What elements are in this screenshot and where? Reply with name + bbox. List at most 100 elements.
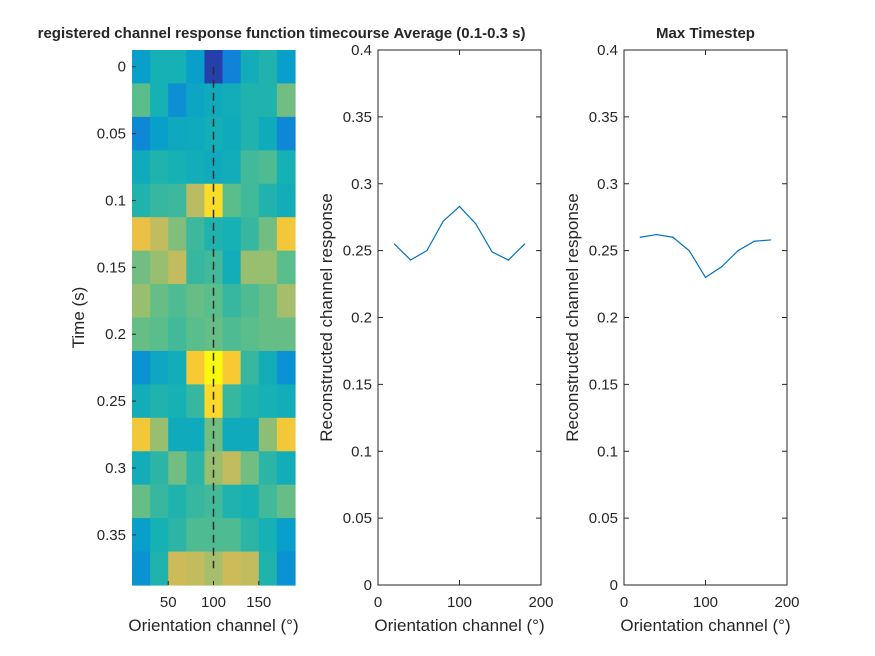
data-point: [507, 259, 509, 261]
x-tick-label: 100: [447, 594, 472, 611]
heatmap-cell: [276, 484, 296, 519]
heatmap-cell: [276, 83, 296, 118]
heatmap-cell: [168, 417, 187, 452]
heatmap-cell: [168, 551, 187, 586]
heatmap-cell: [258, 317, 278, 352]
heatmap-cell: [240, 484, 260, 519]
heatmap-cell: [168, 518, 187, 553]
heatmap-cell: [258, 150, 278, 185]
x-tick-label: 200: [774, 594, 799, 611]
heatmap-cell: [204, 150, 224, 185]
heatmap-cell: [240, 451, 260, 486]
heatmap-cell: [276, 116, 296, 151]
heatmap-cell: [132, 384, 151, 419]
heatmap-cell: [132, 83, 151, 118]
heatmap-cell: [276, 50, 296, 85]
heatmap-cell: [222, 116, 242, 151]
heatmap-cell: [132, 183, 151, 218]
x-tick-label: 150: [246, 594, 271, 611]
x-tick-label: 0: [620, 594, 628, 611]
heatmap-cell: [222, 417, 242, 452]
y-tick-label: 0.2: [351, 310, 372, 327]
heatmap-cell: [132, 484, 151, 519]
heatmap-cell: [258, 217, 278, 252]
heatmap-cell: [186, 116, 206, 151]
data-point: [672, 236, 674, 238]
heatmap-cell: [168, 50, 187, 85]
y-tick-label: 0: [118, 59, 126, 76]
heatmap-title: registered channel response function tim…: [38, 25, 390, 42]
y-tick-label: 0.2: [105, 326, 126, 343]
y-tick-label: 0.4: [351, 42, 372, 59]
heatmap-cell: [222, 484, 242, 519]
heatmap-cell: [240, 551, 260, 586]
heatmap-cell: [204, 217, 224, 252]
y-tick-label: 0.35: [97, 527, 126, 544]
y-tick-label: 0.15: [343, 376, 372, 393]
heatmap-cell: [186, 551, 206, 586]
heatmap-cell: [258, 116, 278, 151]
heatmap-cell: [222, 384, 242, 419]
heatmap-cell: [276, 350, 296, 385]
heatmap-cell: [240, 217, 260, 252]
y-tick-label: 0.05: [589, 510, 618, 527]
heatmap-cell: [150, 250, 169, 285]
heatmap-cell: [186, 350, 206, 385]
heatmap-cell: [204, 551, 224, 586]
line-title: Max Timestep: [656, 25, 755, 42]
heatmap-cell: [168, 116, 187, 151]
y-tick-label: 0.4: [597, 42, 618, 59]
y-tick-label: 0.3: [351, 176, 372, 193]
heatmap-cell: [132, 250, 151, 285]
heatmap-cell: [222, 150, 242, 185]
max-timestep-line-panel: 0 100 200 0 0.05 0.1 0.15 0.2 0.25 0.3 0.35 0.4 Max …: [563, 25, 800, 635]
heatmap-cell: [222, 284, 242, 319]
y-tick-label: 0.3: [105, 460, 126, 477]
heatmap-cell: [186, 183, 206, 218]
heatmap-cell: [276, 518, 296, 553]
heatmap-cell: [258, 417, 278, 452]
y-tick-label: 0.1: [105, 192, 126, 209]
heatmap-cell: [132, 284, 151, 319]
heatmap-cell: [168, 451, 187, 486]
heatmap-cell: [276, 284, 296, 319]
heatmap-cell: [150, 350, 169, 385]
line-title: Average (0.1-0.3 s): [393, 25, 525, 42]
y-tick-label: 0.35: [343, 109, 372, 126]
heatmap-cell: [258, 83, 278, 118]
heatmap-cell: [258, 551, 278, 586]
heatmap-cell: [132, 417, 151, 452]
heatmap-cell: [258, 350, 278, 385]
heatmap-cell: [150, 518, 169, 553]
y-tick-label: 0.35: [589, 109, 618, 126]
heatmap-xlabel: Orientation channel (°): [128, 616, 298, 635]
line-ylabel: Reconstructed channel response: [317, 193, 336, 442]
heatmap-cell: [168, 284, 187, 319]
heatmap-cell: [240, 183, 260, 218]
heatmap-cell: [132, 50, 151, 85]
heatmap-cell: [132, 116, 151, 151]
heatmap-cell: [186, 518, 206, 553]
heatmap-cell: [258, 183, 278, 218]
y-tick-label: 0.1: [351, 443, 372, 460]
heatmap-cell: [132, 150, 151, 185]
heatmap-cell: [186, 317, 206, 352]
heatmap-cell: [132, 217, 151, 252]
data-point: [426, 250, 428, 252]
heatmap-cell: [240, 317, 260, 352]
heatmap-cell: [240, 150, 260, 185]
heatmap-cell: [222, 83, 242, 118]
heatmap-cell: [150, 384, 169, 419]
heatmap-cell: [186, 217, 206, 252]
y-tick-label: 0.2: [597, 310, 618, 327]
heatmap-cell: [150, 551, 169, 586]
x-tick-label: 50: [160, 594, 177, 611]
heatmap-cell: [168, 484, 187, 519]
heatmap-cell: [222, 350, 242, 385]
heatmap-cell: [150, 317, 169, 352]
heatmap-cell: [258, 50, 278, 85]
heatmap-cell: [132, 317, 151, 352]
heatmap-cell: [204, 384, 224, 419]
heatmap-cell: [222, 551, 242, 586]
